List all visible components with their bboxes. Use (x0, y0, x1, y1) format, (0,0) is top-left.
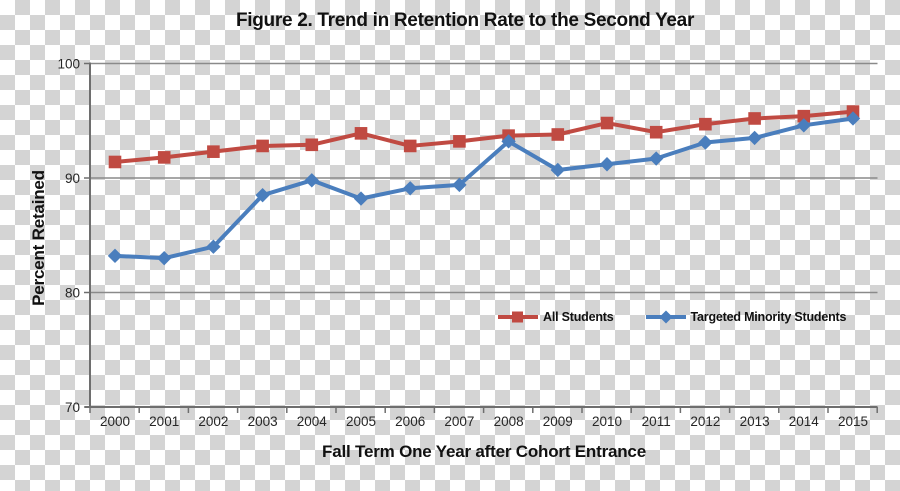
x-tick-label-2004: 2004 (297, 414, 328, 429)
data-point-all-students-2014 (797, 109, 811, 123)
data-point-all-students-2007 (453, 135, 466, 148)
y-tick-label-100: 100 (57, 56, 80, 71)
data-point-targeted-minority-2015 (845, 111, 861, 126)
data-point-all-students-2002 (207, 145, 220, 158)
data-point-all-students-2001 (157, 151, 171, 164)
x-tick-label-2010: 2010 (592, 414, 622, 429)
data-point-all-students-2005 (354, 127, 368, 140)
x-tick-label-2012: 2012 (690, 414, 720, 429)
data-point-all-students-2012 (699, 117, 712, 131)
x-tick-label-2000: 2000 (100, 414, 130, 429)
data-point-targeted-minority-2012 (698, 135, 713, 150)
all-students-line-swatch-icon (498, 311, 538, 323)
data-point-targeted-minority-2007 (452, 177, 467, 193)
chart-title: Figure 2. Trend in Retention Rate to the… (235, 10, 695, 31)
data-point-all-students-2011 (649, 125, 663, 139)
x-tick-label-2014: 2014 (789, 414, 820, 429)
data-point-targeted-minority-2013 (747, 130, 762, 146)
x-tick-label-2001: 2001 (149, 414, 179, 429)
x-tick-label-2002: 2002 (198, 414, 228, 429)
data-point-all-students-2013 (748, 112, 761, 125)
x-tick-label-2009: 2009 (543, 414, 573, 429)
legend-label-targeted-minority: Targeted Minority Students (690, 310, 847, 324)
data-point-targeted-minority-2002 (206, 239, 221, 254)
data-point-targeted-minority-2008 (501, 134, 516, 149)
data-point-targeted-minority-2004 (304, 173, 319, 188)
y-tick-label-90: 90 (65, 171, 80, 186)
targeted-minority-line-swatch-icon (645, 310, 686, 324)
data-point-all-students-2003 (256, 139, 269, 153)
y-tick-label-70: 70 (65, 400, 80, 415)
x-tick-label-2003: 2003 (248, 414, 278, 429)
legend-item-targeted-minority: Targeted Minority Students (645, 310, 847, 324)
legend-label-all-students: All Students (543, 310, 614, 324)
y-axis-title: Percent Retained (29, 170, 48, 306)
data-point-targeted-minority-2001 (157, 250, 172, 266)
x-tick-label-2015: 2015 (838, 414, 868, 429)
series-line-all-students (113, 109, 855, 164)
legend-item-all-students: All Students (497, 310, 614, 324)
data-point-targeted-minority-2011 (649, 151, 664, 166)
x-tick-label-2007: 2007 (444, 414, 474, 429)
data-point-targeted-minority-2014 (796, 118, 811, 133)
x-tick-label-2006: 2006 (395, 414, 425, 429)
x-tick-label-2011: 2011 (642, 414, 671, 429)
x-tick-label-2013: 2013 (740, 414, 770, 429)
data-point-targeted-minority-2005 (353, 191, 369, 206)
x-tick-label-2008: 2008 (494, 414, 524, 429)
x-tick-label-2005: 2005 (346, 414, 376, 429)
data-point-targeted-minority-2010 (599, 157, 615, 172)
data-point-all-students-2010 (600, 116, 614, 130)
series-line-targeted-minority (113, 116, 855, 261)
chart-legend: All Students Targeted Minority Students (497, 310, 846, 324)
x-axis-title: Fall Term One Year after Cohort Entrance (322, 442, 646, 461)
data-point-all-students-2004 (305, 138, 319, 152)
data-point-all-students-2009 (551, 128, 565, 141)
data-point-all-students-2000 (108, 155, 122, 169)
y-tick-label-80: 80 (65, 285, 80, 300)
data-point-all-students-2006 (403, 139, 417, 153)
data-point-targeted-minority-2006 (403, 181, 418, 196)
data-point-targeted-minority-2000 (107, 248, 123, 264)
data-point-targeted-minority-2009 (550, 162, 565, 178)
data-point-targeted-minority-2003 (255, 187, 270, 203)
